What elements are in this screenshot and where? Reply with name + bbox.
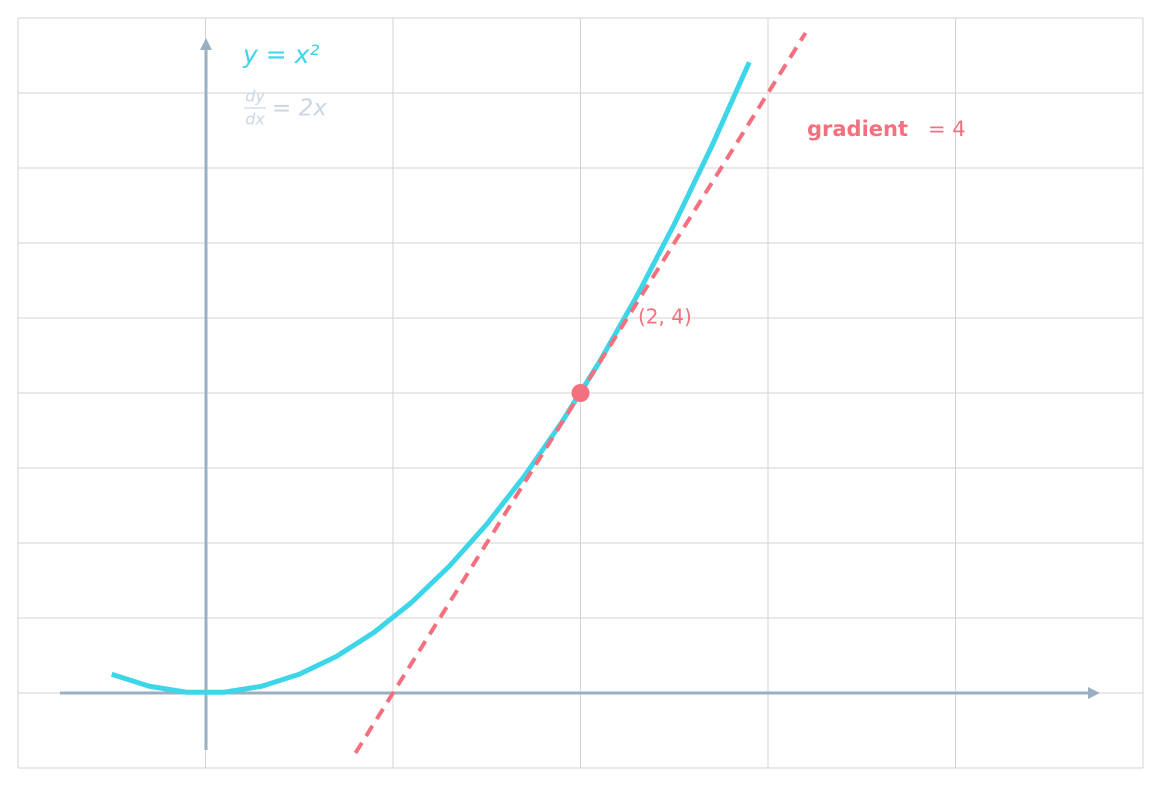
derivative-numerator: dy — [245, 87, 265, 106]
x-axis-arrow — [1088, 687, 1100, 699]
tangent-point — [571, 384, 590, 402]
gradient-value: = 4 — [928, 117, 966, 141]
curve — [110, 61, 752, 695]
gradient-word: gradient — [807, 117, 908, 141]
point-label: (2, 4) — [638, 305, 692, 329]
curve-label: y = x² — [242, 40, 319, 69]
derivative-denominator: dx — [245, 110, 265, 129]
derivative-rhs: = 2x — [272, 96, 327, 122]
y-axis-arrow — [200, 38, 212, 50]
